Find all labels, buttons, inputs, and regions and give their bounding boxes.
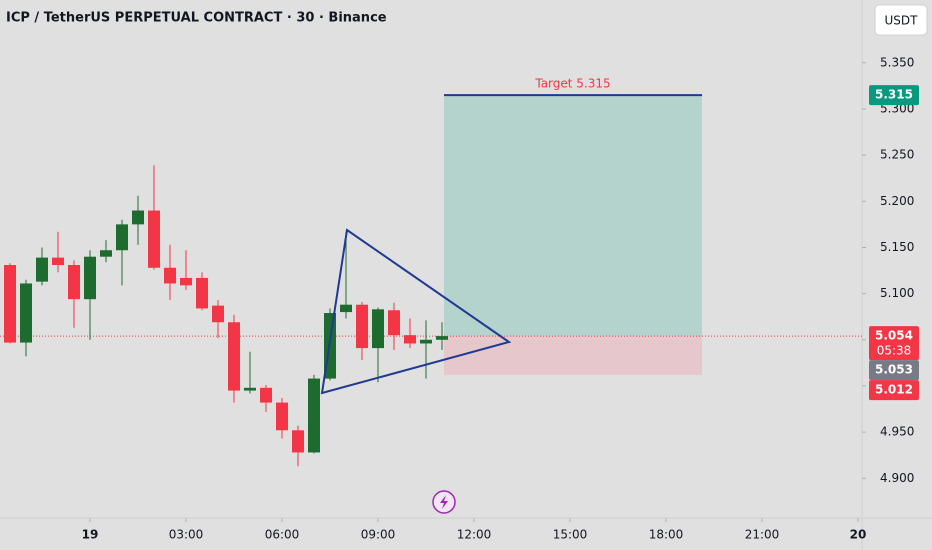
- candle-body: [36, 257, 48, 282]
- currency-button-label[interactable]: USDT: [885, 14, 919, 28]
- candle-body: [4, 265, 16, 343]
- candle-body: [212, 305, 224, 323]
- plot-area: Target 5.315: [0, 77, 862, 467]
- y-tick-label: 5.100: [880, 286, 914, 300]
- price-label: 5.054: [875, 329, 913, 343]
- candle-body: [340, 304, 352, 313]
- x-tick-label: 12:00: [457, 528, 492, 542]
- price-label-box: [869, 360, 919, 381]
- candle-body: [404, 335, 416, 344]
- candle-body: [68, 265, 80, 300]
- chart-title: ICP / TetherUS PERPETUAL CONTRACT · 30 ·…: [6, 11, 387, 26]
- price-label-box: [869, 380, 919, 401]
- candle-body: [388, 310, 400, 336]
- x-tick-label: 19: [82, 528, 99, 542]
- currency-button[interactable]: [874, 4, 928, 36]
- x-tick-label: 20: [850, 528, 867, 542]
- candle-body: [148, 210, 160, 268]
- candle-body: [244, 387, 256, 391]
- loss-zone: [444, 336, 702, 375]
- y-tick-label: 5.350: [880, 55, 914, 69]
- candle-body: [180, 277, 192, 286]
- candle-body: [276, 402, 288, 431]
- candle-body: [356, 304, 368, 349]
- x-tick-label: 06:00: [265, 528, 300, 542]
- x-tick-label: 18:00: [649, 528, 684, 542]
- price-label-box: [869, 85, 919, 106]
- profit-zone: [444, 95, 702, 337]
- triangle-drawing: [320, 228, 512, 395]
- candle-body: [436, 336, 448, 340]
- x-tick-label: 09:00: [361, 528, 396, 542]
- y-tick-label: 4.900: [880, 471, 914, 485]
- candle-body: [116, 224, 128, 251]
- price-label: 5.315: [875, 88, 913, 102]
- candle-body: [196, 277, 208, 309]
- candle-body: [20, 283, 32, 343]
- x-tick-label: 15:00: [553, 528, 588, 542]
- x-tick-label: 21:00: [745, 528, 780, 542]
- countdown: 05:38: [877, 344, 912, 358]
- event-icon-bolt: [440, 495, 448, 509]
- candle-body: [132, 210, 144, 225]
- y-tick-label: 5.150: [880, 240, 914, 254]
- candle-body: [164, 267, 176, 284]
- candle-body: [260, 387, 272, 403]
- candle-body: [228, 322, 240, 391]
- candle-body: [308, 378, 320, 453]
- target-label: Target 5.315: [534, 77, 610, 91]
- candle-body: [420, 339, 432, 344]
- candle-body: [84, 256, 96, 300]
- y-tick-label: 4.950: [880, 425, 914, 439]
- price-label: 5.012: [875, 383, 913, 397]
- y-tick-label: 5.200: [880, 194, 914, 208]
- price-label-box: [869, 326, 919, 361]
- price-label: 5.053: [875, 363, 913, 377]
- y-tick-label: 5.250: [880, 148, 914, 162]
- candle-body: [52, 257, 64, 266]
- candle-body: [100, 250, 112, 257]
- candle-body: [292, 430, 304, 453]
- x-tick-label: 03:00: [169, 528, 204, 542]
- candle-body: [372, 309, 384, 349]
